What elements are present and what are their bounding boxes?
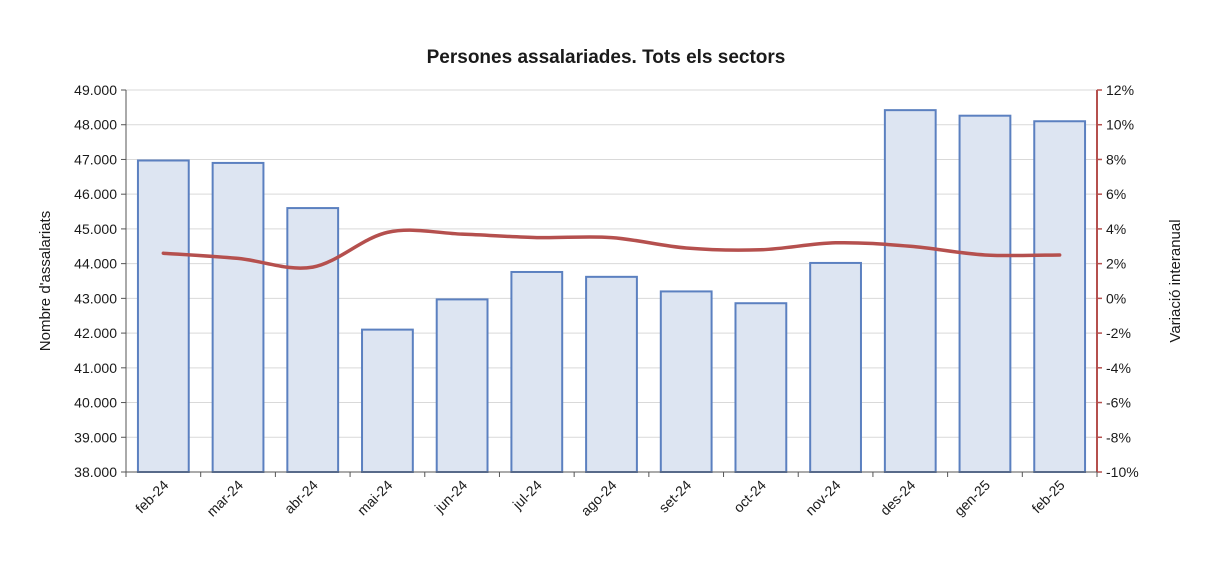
x-axis-ticks: feb-24 mar-24 abr-24 mai-24 jun-24 jul-24 ago-… (125, 472, 1098, 520)
left-tick-label: 49.000 (74, 82, 117, 98)
bar (659, 290, 713, 473)
right-tick-label: -10% (1106, 464, 1139, 480)
right-tick-label: 2% (1106, 256, 1126, 272)
bar (361, 328, 414, 474)
bar (435, 298, 489, 473)
left-tick-label: 39.000 (74, 429, 117, 445)
left-tick-label: 41.000 (74, 360, 117, 376)
x-tick-label: nov-24 (802, 477, 844, 519)
bar (286, 207, 340, 473)
x-tick-label: mai-24 (354, 477, 396, 519)
right-tick-label: -2% (1106, 325, 1131, 341)
right-tick-label: -4% (1106, 360, 1131, 376)
bar (809, 261, 862, 473)
right-tick-label: 10% (1106, 117, 1134, 133)
y2-axis-label: Variació interanual (1167, 219, 1184, 342)
line-series (161, 228, 1062, 270)
right-axis-ticks: -10% -8% -6% -4% -2% 0% 2% 4% 6% 8% 10% 12% (1097, 82, 1139, 480)
bar (585, 275, 638, 473)
right-tick-label: 4% (1106, 221, 1126, 237)
x-tick-label: set-24 (655, 477, 694, 516)
bars (136, 109, 1087, 474)
x-tick-label: mar-24 (203, 477, 246, 520)
bar (136, 159, 190, 473)
right-tick-label: -8% (1106, 429, 1131, 445)
x-tick-label: ago-24 (577, 477, 619, 519)
left-tick-label: 44.000 (74, 256, 117, 272)
bar (510, 270, 564, 474)
x-tick-label: des-24 (877, 477, 919, 519)
left-tick-label: 38.000 (74, 464, 117, 480)
x-tick-label: feb-24 (132, 477, 172, 517)
x-tick-label: oct-24 (730, 477, 769, 516)
right-tick-label: 6% (1106, 186, 1126, 202)
left-axis-ticks: 38.000 39.000 40.000 41.000 42.000 43.000 44.0… (74, 82, 126, 480)
left-tick-label: 42.000 (74, 325, 117, 341)
bar (883, 109, 937, 473)
left-tick-label: 46.000 (74, 186, 117, 202)
left-tick-label: 48.000 (74, 117, 117, 133)
left-tick-label: 47.000 (74, 151, 117, 167)
left-tick-label: 40.000 (74, 395, 117, 411)
x-tick-label: jul-24 (509, 477, 545, 513)
left-tick-label: 43.000 (74, 290, 117, 306)
right-tick-label: 0% (1106, 290, 1126, 306)
right-tick-label: -6% (1106, 395, 1131, 411)
x-tick-label: jun-24 (431, 477, 471, 517)
chart-title: Persones assalariades. Tots els sectors (427, 47, 786, 68)
bar (734, 302, 788, 474)
x-tick-label: gen-25 (951, 477, 993, 519)
left-tick-label: 45.000 (74, 221, 117, 237)
x-tick-label: feb-25 (1028, 477, 1068, 517)
bar (958, 114, 1012, 473)
bar (1033, 120, 1087, 473)
y-axis-label: Nombre d'assalariats (37, 211, 54, 351)
right-tick-label: 12% (1106, 82, 1134, 98)
bar (211, 161, 265, 473)
x-tick-label: abr-24 (281, 477, 321, 517)
right-tick-label: 8% (1106, 151, 1126, 167)
axes (125, 90, 1098, 473)
